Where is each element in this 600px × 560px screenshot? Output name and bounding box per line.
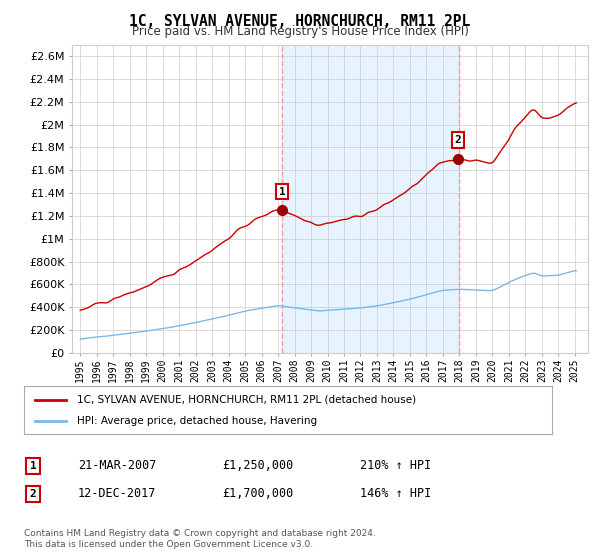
Text: 1C, SYLVAN AVENUE, HORNCHURCH, RM11 2PL (detached house): 1C, SYLVAN AVENUE, HORNCHURCH, RM11 2PL … <box>77 395 416 405</box>
Text: 1: 1 <box>29 461 37 471</box>
Text: 12-DEC-2017: 12-DEC-2017 <box>78 487 157 501</box>
Text: £1,700,000: £1,700,000 <box>222 487 293 501</box>
Text: Price paid vs. HM Land Registry's House Price Index (HPI): Price paid vs. HM Land Registry's House … <box>131 25 469 38</box>
Text: £1,250,000: £1,250,000 <box>222 459 293 473</box>
Text: 1C, SYLVAN AVENUE, HORNCHURCH, RM11 2PL: 1C, SYLVAN AVENUE, HORNCHURCH, RM11 2PL <box>130 14 470 29</box>
Text: 210% ↑ HPI: 210% ↑ HPI <box>360 459 431 473</box>
Text: 2: 2 <box>455 135 461 145</box>
Text: 21-MAR-2007: 21-MAR-2007 <box>78 459 157 473</box>
Text: Contains HM Land Registry data © Crown copyright and database right 2024.
This d: Contains HM Land Registry data © Crown c… <box>24 529 376 549</box>
Text: 1: 1 <box>279 186 286 197</box>
Text: HPI: Average price, detached house, Havering: HPI: Average price, detached house, Have… <box>77 416 317 426</box>
Text: 146% ↑ HPI: 146% ↑ HPI <box>360 487 431 501</box>
Text: 2: 2 <box>29 489 37 499</box>
Bar <box>281 45 458 353</box>
